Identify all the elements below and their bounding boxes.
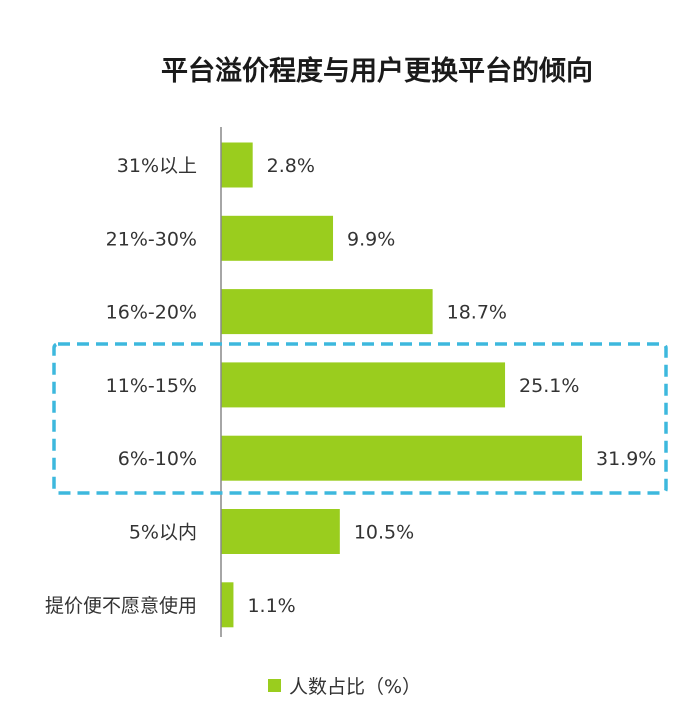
legend: 人数占比（%） [268, 676, 421, 698]
bar-0 [221, 142, 253, 188]
category-label-2: 16%-20% [106, 302, 197, 324]
chart-title: 平台溢价程度与用户更换平台的倾向 [161, 55, 593, 87]
legend-swatch [268, 679, 281, 692]
bar-6 [221, 582, 234, 628]
bar-1 [221, 215, 334, 261]
value-label-2: 18.7% [447, 302, 507, 324]
category-label-1: 21%-30% [106, 228, 197, 250]
bars-layer: 31%以上 2.8% 21%-30% 9.9% 16%-20% 18.7% 11%-15% 2… [45, 142, 656, 628]
value-label-4: 31.9% [596, 448, 656, 470]
value-label-1: 9.9% [347, 228, 395, 250]
category-label-4: 6%-10% [118, 448, 197, 470]
bar-3 [221, 362, 506, 408]
bar-2 [221, 289, 433, 335]
bar-4 [221, 435, 582, 481]
value-label-6: 1.1% [247, 595, 295, 617]
value-label-3: 25.1% [519, 375, 579, 397]
category-label-3: 11%-15% [106, 375, 197, 397]
value-label-0: 2.8% [267, 155, 315, 177]
value-label-5: 10.5% [354, 522, 414, 544]
category-label-5: 5%以内 [129, 522, 197, 544]
legend-label: 人数占比（%） [289, 676, 421, 698]
bar-5 [221, 509, 340, 554]
category-label-0: 31%以上 [117, 155, 197, 177]
category-label-6: 提价便不愿意使用 [45, 595, 197, 617]
